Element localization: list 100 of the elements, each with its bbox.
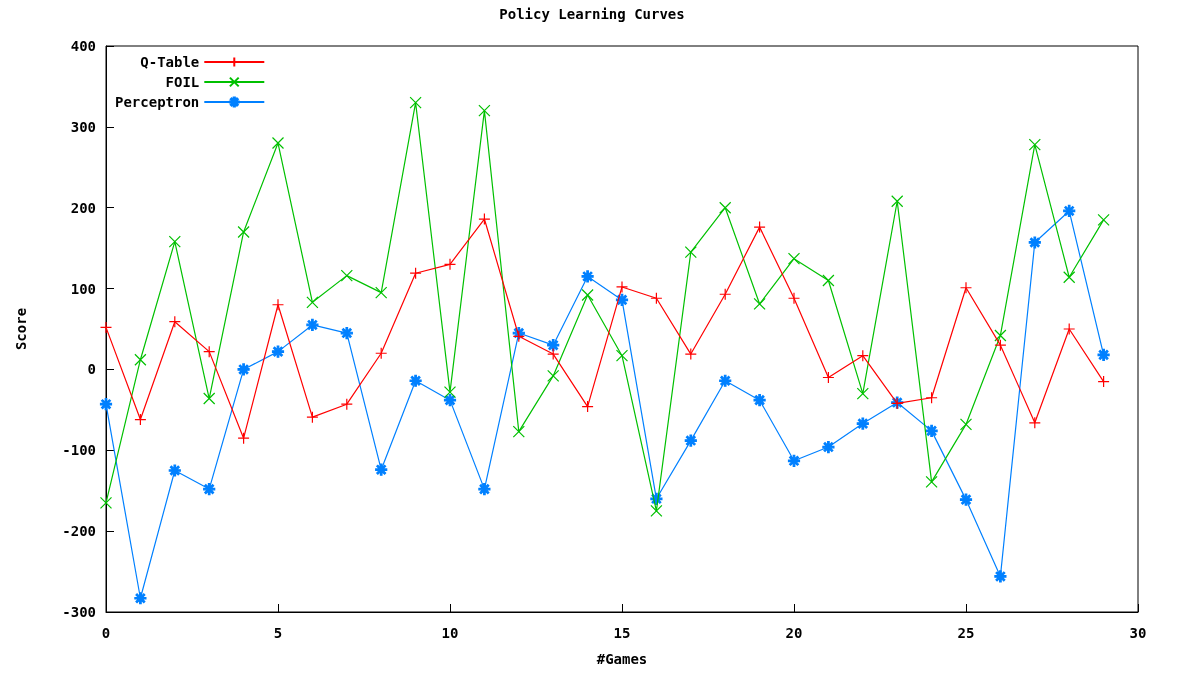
point: [684, 246, 697, 259]
x-tick-label: 10: [441, 625, 459, 641]
point: [409, 374, 422, 387]
point: [925, 391, 938, 404]
point: [168, 315, 181, 328]
y-tick-label: 100: [70, 280, 96, 297]
point: [375, 347, 388, 360]
point: [891, 195, 904, 208]
point: [1028, 416, 1041, 429]
y-axis-title: Score: [13, 307, 29, 351]
point: [753, 221, 766, 234]
point: [753, 297, 766, 311]
point: [443, 258, 457, 271]
x-tick-label: 15: [613, 625, 631, 641]
point: [1028, 236, 1041, 249]
point: [994, 329, 1007, 342]
point: [99, 496, 113, 509]
point: [650, 292, 663, 305]
legend-label: Perceptron: [114, 94, 200, 110]
point: [719, 201, 732, 214]
point: [203, 345, 216, 358]
point: [512, 330, 525, 343]
x-tick-label: 20: [785, 625, 803, 641]
point: [512, 425, 525, 438]
point: [443, 394, 457, 407]
point: [581, 288, 594, 302]
point: [306, 296, 319, 309]
point: [994, 570, 1007, 583]
point: [203, 392, 216, 405]
point: [168, 235, 181, 248]
point: [684, 347, 697, 361]
point: [203, 483, 216, 496]
point: [134, 413, 147, 426]
point: [547, 339, 560, 352]
point: [856, 417, 869, 430]
point: [306, 318, 319, 332]
point: [409, 96, 422, 109]
point: [1097, 213, 1110, 226]
point: [1097, 348, 1110, 361]
point: [547, 369, 560, 382]
point: [822, 371, 835, 384]
point: [375, 463, 388, 476]
point: [615, 349, 629, 362]
x-axis-title: #Games: [596, 651, 648, 667]
point: [925, 424, 938, 437]
point: [237, 363, 250, 376]
point: [271, 345, 285, 358]
point: [650, 504, 663, 518]
point: [1063, 322, 1076, 336]
point: [856, 387, 869, 400]
point: [306, 411, 319, 424]
point: [753, 394, 766, 407]
point: [959, 418, 973, 431]
point: [340, 398, 353, 411]
point: [271, 136, 285, 150]
point: [581, 270, 594, 283]
chart-title: Policy Learning Curves: [499, 6, 685, 22]
point: [684, 434, 697, 447]
y-tick-label: 400: [70, 38, 96, 54]
point: [478, 483, 491, 496]
point: [581, 400, 594, 413]
point: [822, 274, 835, 287]
x-tick-label: 5: [273, 625, 283, 641]
y-tick-label: 0: [87, 361, 96, 378]
y-tick-label: -100: [62, 442, 96, 459]
point: [787, 454, 801, 467]
point: [134, 592, 147, 605]
point: [99, 398, 113, 411]
point: [271, 298, 285, 311]
point: [340, 326, 353, 340]
point: [959, 493, 973, 506]
point: [719, 288, 732, 301]
legend-label: Q-Table: [140, 54, 200, 70]
point: [134, 353, 147, 366]
point: [822, 440, 835, 454]
x-tick-label: 0: [101, 625, 111, 641]
point: [615, 280, 629, 294]
point: [925, 475, 938, 488]
point: [1097, 375, 1110, 388]
point: [478, 212, 491, 226]
y-tick-label: -300: [62, 604, 96, 620]
point: [443, 385, 457, 399]
legend-label: FOIL: [165, 74, 200, 90]
point: [994, 339, 1007, 352]
point: [1063, 204, 1076, 218]
point: [787, 292, 801, 305]
point: [478, 104, 491, 117]
point: [547, 347, 560, 361]
point: [237, 432, 250, 445]
point: [99, 321, 113, 334]
x-tick-label: 30: [1129, 625, 1147, 641]
point: [168, 464, 181, 477]
point: [237, 225, 250, 239]
x-tick-label: 25: [957, 625, 975, 641]
point: [1028, 138, 1041, 151]
y-tick-label: -200: [62, 523, 96, 540]
point: [719, 374, 732, 387]
point: [959, 281, 973, 294]
point: [340, 269, 353, 282]
point: [375, 286, 388, 299]
